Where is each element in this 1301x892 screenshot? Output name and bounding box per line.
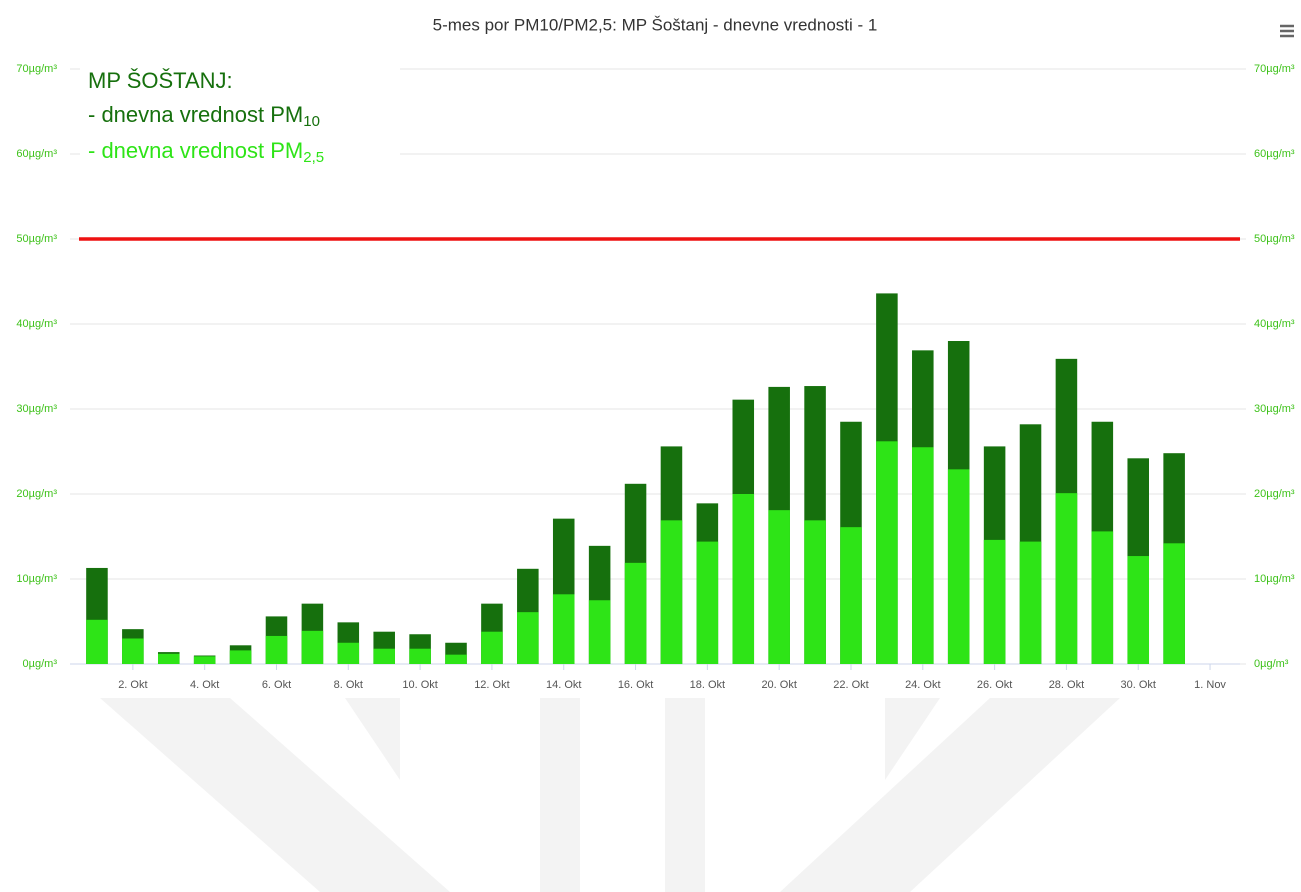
bar [840, 527, 862, 664]
y-tick-label: 30µg/m³ [16, 403, 57, 415]
x-tick-label: 6. Okt [262, 679, 291, 691]
x-tick-label: 24. Okt [905, 679, 940, 691]
bar [1019, 541, 1042, 664]
watermark [100, 698, 1120, 892]
menu-button[interactable] [1280, 24, 1294, 38]
y2-tick-label: 30µg/m³ [1254, 403, 1295, 415]
x-tick-label: 26. Okt [977, 679, 1012, 691]
bar [265, 635, 288, 664]
bar [660, 520, 683, 664]
bar [983, 539, 1006, 664]
x-tick-label: 10. Okt [402, 679, 437, 691]
legend-title: MP ŠOŠTANJ: [88, 68, 233, 93]
bar [301, 630, 324, 664]
bar [768, 510, 790, 664]
bar [373, 648, 395, 664]
y-tick-label: 50µg/m³ [16, 233, 57, 245]
bar [588, 600, 611, 664]
bar [193, 656, 216, 664]
bar [157, 653, 180, 664]
y-tick-label: 10µg/m³ [16, 573, 57, 585]
x-tick-label: 14. Okt [546, 679, 581, 691]
bar [876, 441, 898, 664]
y-tick-label: 40µg/m³ [16, 318, 57, 330]
bar [1055, 493, 1078, 664]
bar [445, 654, 467, 664]
legend-name: - dnevna vrednost PM [88, 102, 303, 127]
bar [337, 642, 360, 664]
y2-tick-label: 70µg/m³ [1254, 63, 1295, 75]
chart-title: 5-mes por PM10/PM2,5: MP Šoštanj - dnevn… [433, 15, 878, 34]
x-tick-label: 8. Okt [334, 679, 363, 691]
y-tick-label: 20µg/m³ [16, 488, 57, 500]
x-tick-label: 28. Okt [1049, 679, 1084, 691]
legend: MP ŠOŠTANJ:- dnevna vrednost PM10- dnevn… [80, 58, 400, 173]
y-tick-label: 70µg/m³ [16, 63, 57, 75]
x-tick-label: 20. Okt [761, 679, 796, 691]
legend-bg [80, 58, 400, 173]
y2-tick-label: 60µg/m³ [1254, 148, 1295, 160]
bar [1127, 556, 1150, 664]
bar [804, 520, 826, 664]
y2-tick-label: 40µg/m³ [1254, 318, 1295, 330]
bar [517, 612, 539, 664]
y-tick-label: 0µg/m³ [23, 658, 58, 670]
bar [1163, 543, 1185, 664]
x-tick-label: 30. Okt [1121, 679, 1156, 691]
legend-name: - dnevna vrednost PM [88, 138, 303, 163]
bar [732, 494, 755, 664]
y2-tick-label: 50µg/m³ [1254, 233, 1295, 245]
legend-subscript: 10 [303, 113, 320, 130]
bar [552, 594, 575, 664]
bar [409, 648, 431, 664]
x-tick-label: 12. Okt [474, 679, 509, 691]
legend-subscript: 2,5 [303, 149, 324, 166]
bar [947, 469, 970, 664]
x-tick-label: 4. Okt [190, 679, 219, 691]
bar [624, 562, 647, 664]
x-tick-label: 18. Okt [690, 679, 725, 691]
legend-item: - dnevna vrednost PM10 [88, 102, 320, 130]
x-tick-label: 1. Nov [1194, 679, 1226, 691]
bar [1091, 531, 1114, 664]
y-tick-label: 60µg/m³ [16, 148, 57, 160]
bar [912, 447, 934, 664]
bar [122, 638, 144, 664]
y2-tick-label: 0µg/m³ [1254, 658, 1289, 670]
legend-item: - dnevna vrednost PM2,5 [88, 138, 324, 166]
y2-tick-label: 10µg/m³ [1254, 573, 1295, 585]
x-tick-label: 22. Okt [833, 679, 868, 691]
bar [696, 541, 719, 664]
bar [481, 631, 503, 664]
bar [229, 650, 252, 664]
x-tick-label: 16. Okt [618, 679, 653, 691]
x-tick-label: 2. Okt [118, 679, 147, 691]
bar [86, 619, 108, 664]
y2-tick-label: 20µg/m³ [1254, 488, 1295, 500]
